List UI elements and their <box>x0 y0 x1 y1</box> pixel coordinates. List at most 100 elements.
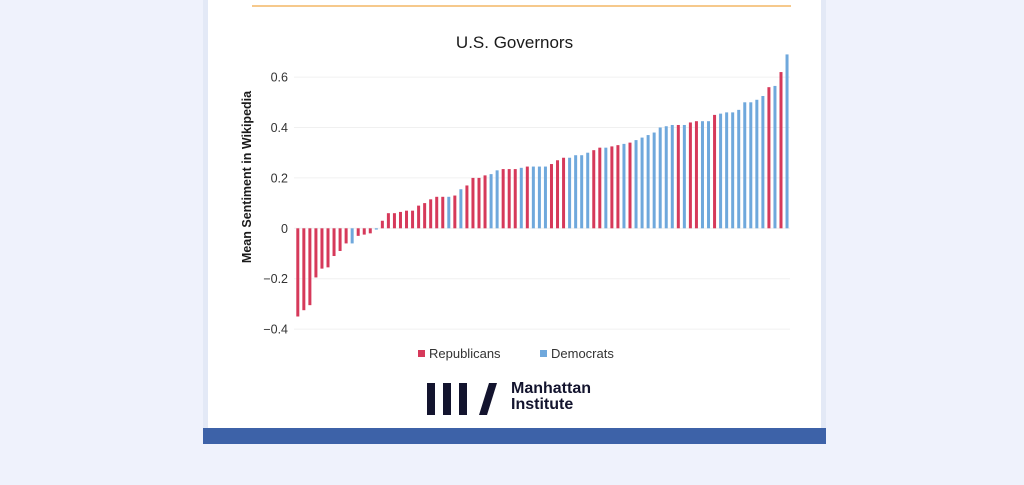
bar-democrats <box>531 166 535 229</box>
bar-democrats <box>447 196 451 229</box>
bar-republicans <box>435 196 439 229</box>
logo-line-1: Manhattan <box>511 380 591 397</box>
bar-republicans <box>779 72 783 229</box>
bar-democrats <box>737 109 741 229</box>
bar-democrats <box>568 157 572 229</box>
footer-bar <box>203 428 826 444</box>
bar-republicans <box>429 199 433 229</box>
bar-democrats <box>622 143 626 229</box>
y-axis-ticks: −0.4 −0.2 0 0.2 0.4 0.6 <box>263 71 288 337</box>
bar-republicans <box>338 228 342 251</box>
bar-democrats <box>489 174 493 229</box>
bar-republicans <box>423 203 427 229</box>
y-tick-label: 0 <box>281 222 288 236</box>
bar-democrats <box>785 54 789 229</box>
bar-republicans <box>453 195 457 229</box>
y-axis-label: Mean Sentiment in Wikipedia <box>240 90 254 263</box>
bar-republicans <box>676 124 680 229</box>
legend-item-republicans: Republicans <box>418 346 501 361</box>
bar-republicans <box>441 196 445 229</box>
logo-mark-icon <box>427 383 497 415</box>
bar-democrats <box>350 228 354 244</box>
bar-republicans <box>616 145 620 229</box>
bar-democrats <box>604 147 608 229</box>
y-tick-label: 0.4 <box>271 121 288 135</box>
chart-title: U.S. Governors <box>455 33 574 52</box>
bar-republicans <box>368 228 372 234</box>
bar-republicans <box>392 213 396 229</box>
bar-democrats <box>743 102 747 229</box>
bar-republicans <box>380 220 384 229</box>
bar-republicans <box>465 185 469 229</box>
bar-democrats <box>519 167 523 229</box>
legend-label-democrats: Democrats <box>551 346 614 361</box>
legend-swatch-democrats <box>540 350 547 357</box>
bar-republicans <box>362 228 366 235</box>
bar-democrats <box>537 166 541 229</box>
bar-democrats <box>682 124 686 229</box>
bar-democrats <box>700 121 704 229</box>
bar-republicans <box>302 228 306 311</box>
bar-republicans <box>713 114 717 229</box>
bar-democrats <box>658 127 662 229</box>
bar-republicans <box>411 210 415 229</box>
bar-democrats <box>495 170 499 229</box>
bar-democrats <box>719 113 723 229</box>
bar-republicans <box>598 147 602 229</box>
bar-republicans <box>507 169 511 229</box>
bar-democrats <box>640 137 644 229</box>
bar-republicans <box>610 146 614 229</box>
bar-democrats <box>543 166 547 229</box>
logo-text: Manhattan Institute <box>511 381 591 413</box>
bars <box>296 54 789 317</box>
bar-democrats <box>646 135 650 229</box>
bar-republicans <box>525 166 529 229</box>
bar-republicans <box>483 175 487 229</box>
bar-democrats <box>670 124 674 229</box>
legend-item-democrats: Democrats <box>540 346 614 361</box>
bar-democrats <box>773 85 777 229</box>
y-tick-label: 0.6 <box>271 71 288 85</box>
bar-democrats <box>755 99 759 229</box>
bar-democrats <box>652 132 656 229</box>
bar-democrats <box>761 96 765 229</box>
bar-republicans <box>344 228 348 244</box>
bar-democrats <box>374 228 378 230</box>
bar-republicans <box>405 210 409 229</box>
bar-republicans <box>356 228 360 236</box>
bar-republicans <box>628 142 632 229</box>
bar-republicans <box>386 213 390 229</box>
y-tick-label: 0.2 <box>271 171 288 185</box>
bar-republicans <box>471 177 475 229</box>
bar-republicans <box>326 228 330 268</box>
bar-republicans <box>688 122 692 229</box>
legend-label-republicans: Republicans <box>429 346 501 361</box>
bar-republicans <box>308 228 312 306</box>
bar-republicans <box>549 164 553 229</box>
legend-swatch-republicans <box>418 350 425 357</box>
bar-republicans <box>314 228 318 278</box>
bar-democrats <box>580 155 584 229</box>
bar-republicans <box>501 169 505 229</box>
y-tick-label: −0.4 <box>263 323 288 337</box>
bar-democrats <box>749 102 753 229</box>
bar-republicans <box>556 160 560 229</box>
bar-republicans <box>592 150 596 229</box>
bar-republicans <box>320 228 324 269</box>
bar-democrats <box>725 112 729 229</box>
bar-democrats <box>707 121 711 229</box>
bar-republicans <box>513 169 517 229</box>
bar-democrats <box>634 140 638 229</box>
y-tick-label: −0.2 <box>263 272 288 286</box>
bar-democrats <box>574 155 578 229</box>
accent-divider <box>252 5 791 7</box>
bar-republicans <box>767 87 771 229</box>
bar-republicans <box>417 205 421 229</box>
bar-democrats <box>586 152 590 229</box>
bar-republicans <box>694 121 698 229</box>
bar-republicans <box>562 157 566 229</box>
bar-republicans <box>332 228 336 257</box>
bar-republicans <box>477 177 481 229</box>
bar-democrats <box>459 189 463 229</box>
